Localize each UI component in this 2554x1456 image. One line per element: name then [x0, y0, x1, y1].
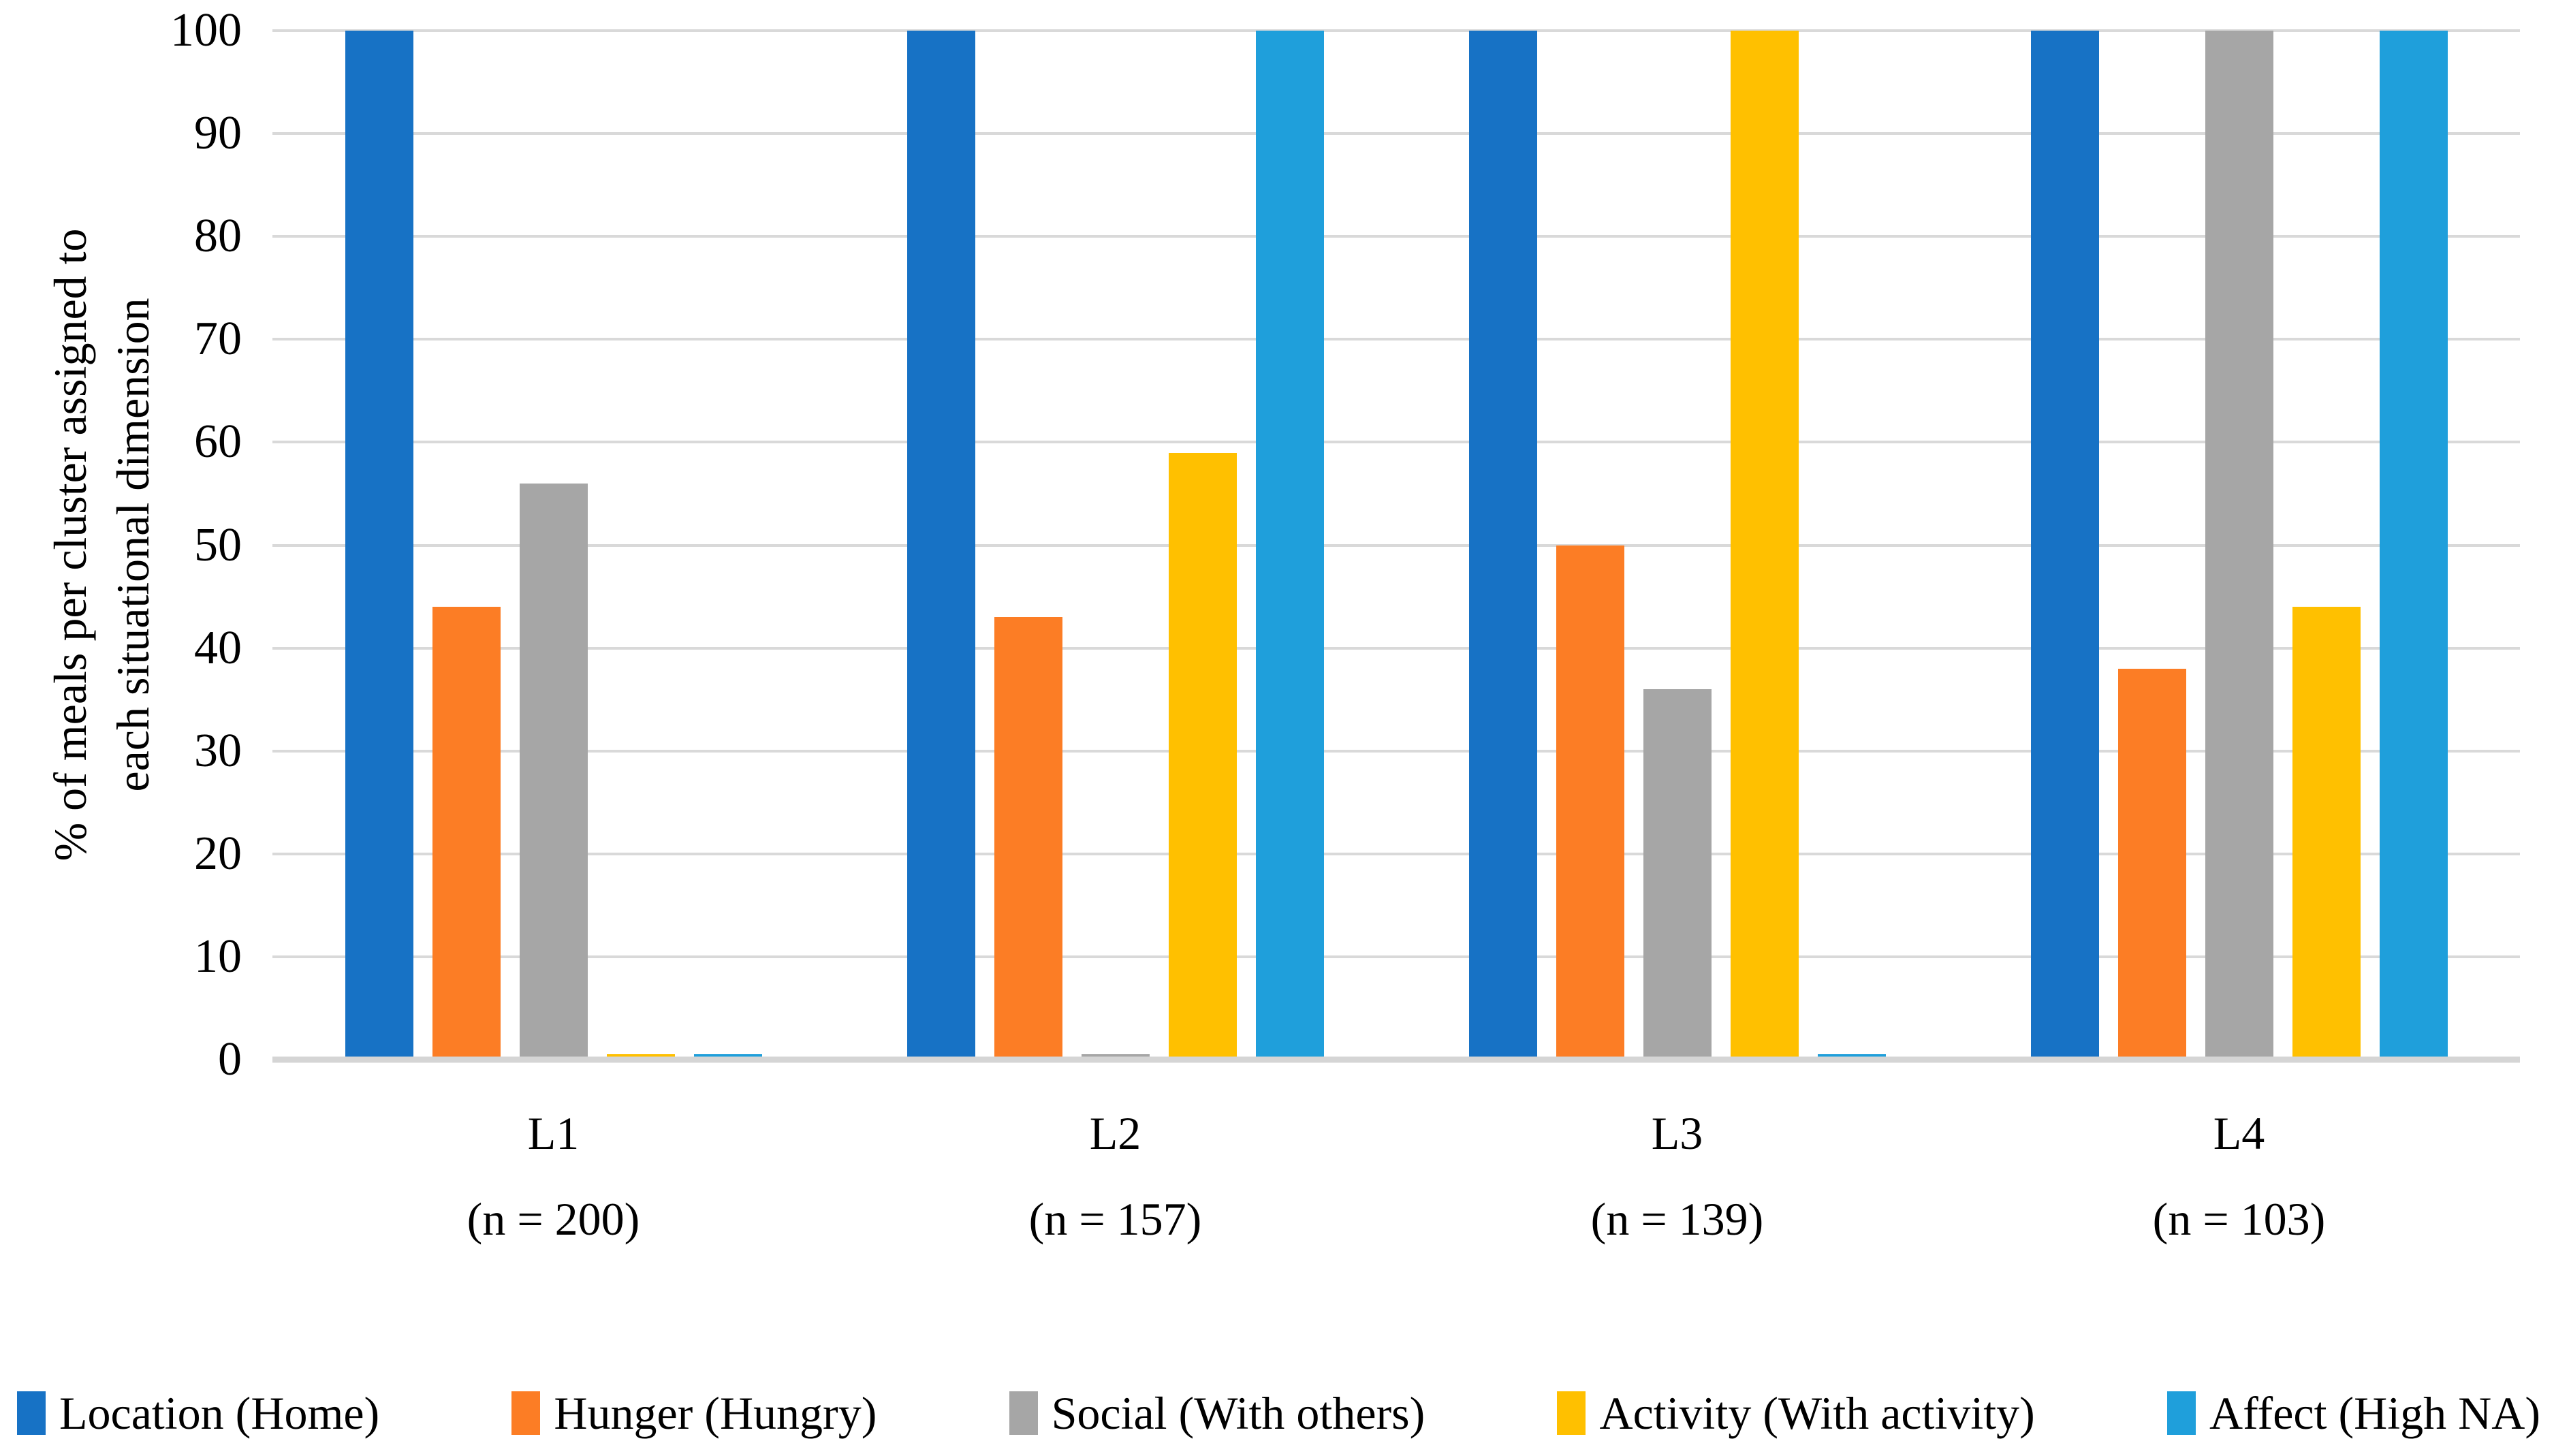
y-tick-label: 50 — [194, 518, 242, 571]
y-tick-label: 60 — [194, 415, 242, 469]
gridline — [272, 235, 2520, 238]
bar-group-l3 — [1396, 31, 1958, 1060]
bar-group-l2 — [834, 31, 1396, 1060]
y-tick-label: 100 — [170, 4, 242, 57]
category-name: L3 — [1651, 1107, 1703, 1159]
gridline — [272, 543, 2520, 547]
legend-swatch-icon — [1009, 1391, 1038, 1435]
gridline — [272, 132, 2520, 136]
x-category-label-l3: L3 (n = 139) — [1396, 1110, 1958, 1242]
legend-swatch-icon — [17, 1391, 46, 1435]
gridline — [272, 852, 2520, 855]
x-axis-category-labels: L1 (n = 200) L2 (n = 157) L3 (n = 139) L4 (n = … — [272, 1110, 2520, 1242]
x-category-label-l1: L1 (n = 200) — [272, 1110, 834, 1242]
legend-label: Location (Home) — [59, 1387, 380, 1439]
category-n-count: (n = 157) — [1028, 1193, 1202, 1245]
bar-l4-series-0 — [2030, 31, 2099, 1060]
gridline — [272, 749, 2520, 753]
y-tick-label: 10 — [194, 930, 242, 983]
category-n-count: (n = 139) — [1590, 1193, 1764, 1245]
bar-group-l4 — [1958, 31, 2520, 1060]
bar-l4-series-1 — [2117, 668, 2186, 1060]
y-tick-label: 70 — [194, 313, 242, 366]
legend: Location (Home) Hunger (Hungry) Social (Wi… — [17, 1379, 2540, 1447]
bar-l2-series-4 — [1255, 31, 1324, 1060]
category-name: L4 — [2213, 1107, 2265, 1159]
legend-item-1: Hunger (Hungry) — [511, 1390, 877, 1436]
bar-l4-series-3 — [2292, 607, 2361, 1060]
y-tick-label: 30 — [194, 724, 242, 777]
bar-l3-series-0 — [1468, 31, 1537, 1060]
y-tick-label: 0 — [218, 1033, 242, 1086]
plot-area — [272, 29, 2520, 1063]
bar-l4-series-4 — [2379, 31, 2448, 1060]
gridline — [272, 646, 2520, 650]
legend-item-2: Social (With others) — [1009, 1390, 1425, 1436]
category-name: L2 — [1089, 1107, 1141, 1159]
y-tick-label: 80 — [194, 210, 242, 263]
bar-l4-series-2 — [2205, 31, 2273, 1060]
y-tick-label: 40 — [194, 621, 242, 674]
bar-l1-series-0 — [345, 31, 413, 1060]
bar-l3-series-3 — [1730, 31, 1799, 1060]
legend-item-3: Activity (With activity) — [1557, 1387, 2035, 1439]
bar-l3-series-2 — [1643, 689, 1712, 1060]
legend-swatch-icon — [1557, 1391, 1586, 1435]
legend-item-0: Location (Home) — [17, 1390, 379, 1436]
legend-item-4: Affect (High NA) — [2167, 1390, 2540, 1436]
x-axis-baseline — [272, 1056, 2520, 1063]
legend-label: Social (With others) — [1051, 1387, 1425, 1439]
bar-l2-series-1 — [994, 617, 1062, 1060]
gridline — [272, 955, 2520, 958]
y-axis-tick-labels: 0 10 20 30 40 50 60 70 80 90 100 — [0, 7, 242, 1083]
bar-l1-series-1 — [432, 607, 501, 1060]
legend-label: Hunger (Hungry) — [554, 1387, 877, 1439]
category-n-count: (n = 200) — [467, 1193, 640, 1245]
legend-label: Affect (High NA) — [2209, 1387, 2540, 1439]
category-n-count: (n = 103) — [2152, 1193, 2326, 1245]
gridline — [272, 441, 2520, 444]
gridline — [272, 29, 2520, 32]
bar-l3-series-1 — [1556, 545, 1624, 1060]
legend-label: Activity (With activity) — [1599, 1387, 2035, 1439]
legend-swatch-icon — [511, 1391, 541, 1435]
y-tick-label: 90 — [194, 107, 242, 160]
bar-groups — [272, 31, 2520, 1060]
legend-swatch-icon — [2167, 1391, 2196, 1435]
y-tick-label: 20 — [194, 827, 242, 880]
bar-l1-series-2 — [519, 483, 588, 1060]
x-category-label-l2: L2 (n = 157) — [834, 1110, 1396, 1242]
bar-l2-series-0 — [906, 31, 975, 1060]
bar-l2-series-3 — [1168, 452, 1237, 1060]
gridline — [272, 338, 2520, 341]
category-name: L1 — [527, 1107, 580, 1159]
x-category-label-l4: L4 (n = 103) — [1958, 1110, 2520, 1242]
bar-group-l1 — [272, 31, 834, 1060]
